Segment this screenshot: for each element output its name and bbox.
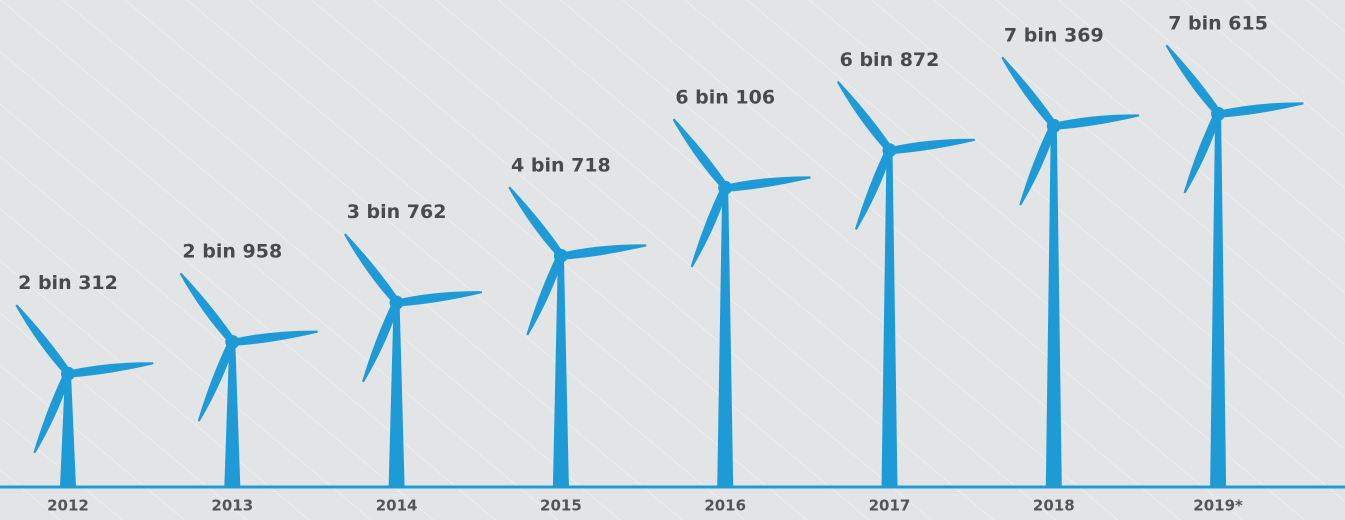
value-label: 6 bin 106 bbox=[675, 86, 775, 108]
value-label: 4 bin 718 bbox=[511, 154, 611, 176]
value-label: 3 bin 762 bbox=[347, 201, 447, 223]
blade bbox=[231, 330, 318, 347]
blade bbox=[889, 138, 975, 155]
blade bbox=[854, 148, 893, 230]
x-tick-label: 2012 bbox=[47, 497, 89, 515]
hub bbox=[389, 295, 404, 310]
value-label: 6 bin 872 bbox=[840, 49, 940, 71]
tower bbox=[60, 373, 76, 487]
blade bbox=[1019, 124, 1057, 206]
hub bbox=[553, 248, 568, 263]
tower bbox=[224, 342, 241, 487]
blade bbox=[508, 186, 565, 258]
blade bbox=[1183, 112, 1221, 194]
hub bbox=[225, 335, 240, 350]
hub bbox=[61, 366, 75, 381]
x-tick-label: 2017 bbox=[869, 497, 911, 515]
turbine bbox=[836, 80, 975, 487]
blade bbox=[33, 372, 71, 454]
blade bbox=[396, 291, 483, 307]
blade bbox=[67, 362, 154, 378]
hub bbox=[1211, 106, 1226, 121]
tower bbox=[881, 150, 898, 487]
value-label: 7 bin 615 bbox=[1168, 12, 1268, 34]
blade bbox=[560, 244, 647, 260]
blade bbox=[724, 176, 811, 192]
turbine bbox=[15, 304, 154, 487]
blade bbox=[344, 233, 400, 305]
turbine bbox=[344, 233, 483, 487]
x-tick-label: 2015 bbox=[540, 497, 582, 515]
blade bbox=[1053, 114, 1140, 130]
blade bbox=[179, 272, 236, 344]
hub bbox=[1046, 118, 1061, 133]
blade bbox=[1001, 56, 1057, 128]
value-label: 7 bin 369 bbox=[1004, 24, 1104, 46]
tower bbox=[552, 255, 569, 487]
blade bbox=[1217, 102, 1304, 118]
turbine bbox=[179, 272, 318, 487]
blade bbox=[1165, 44, 1222, 116]
x-tick-label: 2013 bbox=[211, 497, 253, 515]
blade bbox=[672, 118, 729, 190]
x-tick-label: 2016 bbox=[704, 497, 746, 515]
turbine bbox=[1001, 56, 1140, 487]
x-tick-label: 2018 bbox=[1033, 497, 1075, 515]
tower bbox=[388, 302, 405, 487]
hub bbox=[718, 180, 733, 195]
turbine bbox=[1165, 44, 1304, 488]
blade bbox=[690, 186, 728, 268]
x-tick-label: 2014 bbox=[376, 497, 418, 515]
blade bbox=[362, 301, 400, 383]
tower bbox=[1045, 125, 1062, 487]
value-label: 2 bin 958 bbox=[182, 241, 282, 263]
blade bbox=[836, 80, 893, 153]
hub bbox=[882, 143, 897, 158]
blade bbox=[15, 304, 72, 376]
tower bbox=[717, 187, 734, 487]
turbine bbox=[508, 186, 647, 487]
blade bbox=[526, 254, 564, 336]
value-label: 2 bin 312 bbox=[18, 272, 118, 294]
blade bbox=[197, 340, 236, 422]
tower bbox=[1210, 113, 1227, 488]
turbine bbox=[672, 118, 811, 487]
x-tick-label: 2019* bbox=[1193, 497, 1243, 515]
